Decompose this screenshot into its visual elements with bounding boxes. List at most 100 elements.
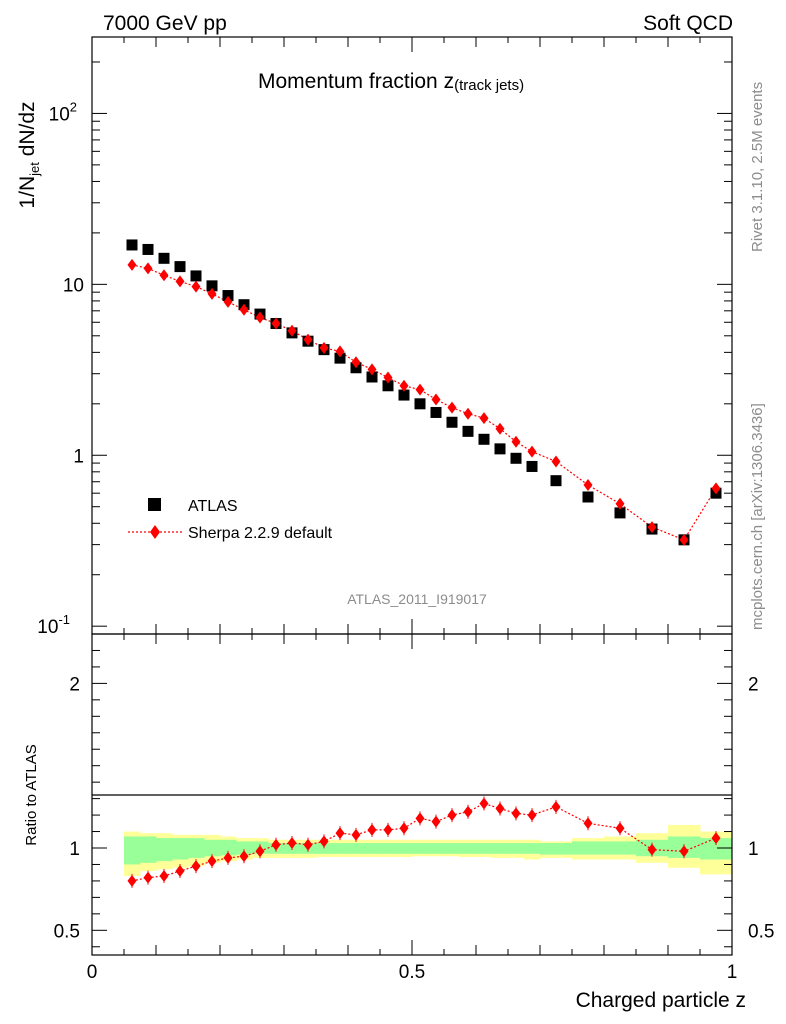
inner-band-bin [476, 843, 493, 854]
ratio-y-tick-labels: 0.5 0.5 1 1 2 2 [54, 674, 775, 942]
inner-band-bin [540, 843, 573, 855]
main-y-axis-label-main: 1/N [16, 176, 39, 209]
ratio-point [367, 823, 377, 836]
ratio-y-axis-label: Ratio to ATLAS [23, 744, 40, 845]
ratio-y-tick-label-right: 1 [748, 839, 759, 860]
x-tick-label: 0 [87, 962, 98, 983]
inner-band-bin [508, 843, 525, 854]
inner-band-bin [460, 843, 477, 854]
ratio-point [159, 869, 169, 882]
ratio-point [223, 851, 233, 864]
mc-point [463, 407, 473, 420]
rivet-version-label: Rivet 3.1.10, 2.5M events [749, 82, 766, 252]
inner-band-bin [220, 839, 237, 856]
inner-band-bin [124, 836, 141, 865]
ratio-point [319, 835, 329, 848]
ratio-point [127, 874, 137, 887]
inner-band-bin [444, 843, 461, 854]
uncertainty-bands [124, 824, 733, 876]
main-y-tick-label: 1 [73, 446, 84, 467]
data-point [126, 239, 138, 251]
mc-point [479, 412, 489, 425]
data-point [614, 507, 626, 519]
legend-mc-marker [150, 525, 160, 539]
data-series-points [126, 239, 722, 546]
ratio-point [647, 843, 657, 856]
inner-band-bin [428, 843, 445, 854]
ratio-point [255, 845, 265, 858]
inner-band-bin [188, 838, 205, 858]
ratio-point [207, 855, 217, 868]
legend-mc-label: Sherpa 2.2.9 default [188, 525, 333, 542]
ratio-point [399, 822, 409, 835]
ratio-y-tick-label-left: 1 [69, 839, 80, 860]
data-point [510, 452, 522, 464]
inner-band-bin [492, 843, 509, 854]
data-point [206, 280, 218, 292]
plot-title-main: Momentum fraction z [258, 70, 454, 93]
data-point [366, 371, 378, 383]
main-y-axis-label-sub: jet [27, 162, 42, 177]
ratio-point [495, 802, 505, 815]
main-y-tick-label: 10-1 [37, 612, 70, 638]
data-point [174, 261, 186, 273]
inner-band-bin [332, 843, 349, 854]
main-panel-frame [91, 36, 733, 635]
mc-point [207, 287, 217, 300]
inner-band-bin [700, 838, 733, 860]
ratio-point [239, 850, 249, 863]
data-point [398, 389, 410, 401]
ratio-point [287, 837, 297, 850]
inner-band-bin [140, 836, 157, 863]
mc-point [447, 401, 457, 414]
ratio-point [447, 809, 457, 822]
ratio-point [143, 871, 153, 884]
mc-point [239, 303, 249, 316]
mc-point [175, 275, 185, 288]
ratio-y-tick-label-left: 0.5 [54, 921, 80, 942]
mc-point [583, 478, 593, 491]
x-axis-label: Charged particle z [576, 989, 746, 1012]
ratio-y-tick-label-left: 2 [69, 674, 80, 695]
ratio-point [335, 827, 345, 840]
inner-band-bin [156, 838, 173, 862]
x-tick-label: 0.5 [399, 962, 425, 983]
mc-point [511, 435, 521, 448]
ratio-y-tick-label-right: 2 [748, 674, 759, 695]
data-point [190, 270, 202, 282]
ratio-point [711, 832, 721, 845]
main-y-tick-label: 10 [63, 275, 84, 296]
mc-point [303, 333, 313, 346]
mc-point [615, 497, 625, 510]
x-tick-labels: 0 0.5 1 [87, 962, 738, 983]
mc-point [319, 341, 329, 354]
ratio-point [175, 865, 185, 878]
legend-data-label: ATLAS [188, 498, 238, 515]
ratio-point [551, 800, 561, 813]
mc-point [335, 345, 345, 358]
main-y-tick-label: 102 [49, 99, 77, 125]
ratio-point [679, 845, 689, 858]
main-y-tick-labels: 10-1 10 1 102 [37, 99, 84, 638]
data-point [478, 433, 490, 445]
ratio-point [463, 805, 473, 818]
mc-point [351, 356, 361, 369]
ratio-point [271, 838, 281, 851]
data-point [550, 475, 562, 487]
data-point [494, 443, 506, 455]
mc-point [495, 422, 505, 435]
ratio-point [191, 860, 201, 873]
mc-point [255, 311, 265, 324]
mc-point [647, 521, 657, 534]
data-point [222, 290, 234, 302]
main-panel: 10-1 10 1 102 Momentum fraction z(track jet… [37, 36, 733, 638]
mc-point [399, 379, 409, 392]
mc-point [711, 482, 721, 495]
plot-title: Momentum fraction z(track jets) [258, 70, 524, 94]
data-point [142, 243, 154, 255]
mc-point [271, 317, 281, 330]
ratio-point [583, 817, 593, 830]
data-point [462, 425, 474, 437]
mc-series-points [127, 258, 721, 546]
analysis-watermark: ATLAS_2011_I919017 [347, 591, 487, 607]
